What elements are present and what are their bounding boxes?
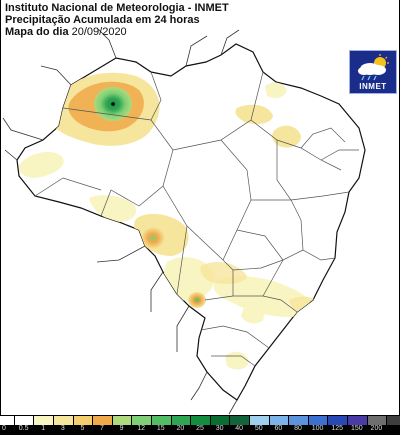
- legend-label: 12: [137, 425, 146, 432]
- legend-label: 30: [215, 425, 224, 432]
- legend-swatch: [13, 416, 34, 425]
- legend-label: 3: [60, 425, 65, 432]
- map-title: Precipitação Acumulada em 24 horas: [5, 14, 200, 26]
- precipitation-legend: 0 0.5 1 3 5 7 9 12 15 20 25 30 40 50 60 80 100 125 150 200: [0, 415, 400, 435]
- rain-spot-mato-grosso-sul: [188, 292, 206, 308]
- legend-swatch: [209, 416, 230, 425]
- rain-area-west-amazon: [18, 151, 64, 178]
- map-date: 20/09/2020: [71, 26, 127, 38]
- legend-swatch: [268, 416, 289, 425]
- legend-swatch: [0, 416, 14, 425]
- legend-label: 5: [80, 425, 85, 432]
- legend-swatch: [307, 416, 328, 425]
- rain-area-maranhao: [272, 125, 301, 148]
- rain-area-parana: [241, 303, 264, 324]
- legend-swatch: [347, 416, 367, 425]
- legend-swatch: [190, 416, 210, 425]
- logo-text: INMET: [359, 82, 387, 91]
- legend-swatch: [366, 416, 387, 425]
- country-borders: [2, 27, 240, 415]
- rain-area-goias: [200, 261, 247, 284]
- date-label: Mapa do dia: [5, 26, 69, 38]
- legend-swatch: [111, 416, 132, 425]
- rain-area-sao-paulo: [213, 276, 311, 318]
- legend-swatch: [249, 416, 269, 425]
- legend-label: 0: [2, 425, 6, 432]
- legend-swatch: [72, 416, 93, 425]
- legend-label: 7: [100, 425, 104, 432]
- cloud-sun-rain-icon: [358, 54, 389, 81]
- legend-swatch: [151, 416, 171, 425]
- legend-swatch: [170, 416, 191, 425]
- state-borders: [34, 71, 359, 367]
- institute-title: Instituto Nacional de Meteorologia - INM…: [5, 2, 229, 14]
- precipitation-fields: [18, 72, 319, 370]
- legend-swatch: [53, 416, 73, 425]
- legend-label: 1: [41, 425, 46, 432]
- legend-swatch: [288, 416, 308, 425]
- brazil-precipitation-map: [2, 27, 366, 415]
- legend-swatch: [131, 416, 151, 425]
- legend-label: 50: [254, 425, 263, 432]
- legend-label: 125: [331, 425, 344, 432]
- capital-marker: [111, 102, 115, 106]
- rain-area-amapa: [265, 82, 287, 98]
- map-header: Instituto Nacional de Meteorologia - INM…: [5, 2, 229, 38]
- legend-label: 0.5: [18, 425, 29, 432]
- legend-label: 15: [156, 425, 165, 432]
- legend-swatch: [33, 416, 53, 425]
- legend-label: 150: [350, 425, 363, 432]
- map-panel: Instituto Nacional de Meteorologia - INM…: [1, 0, 399, 415]
- legend-label: 40: [235, 425, 244, 432]
- map-date-line: Mapa do dia 20/09/2020: [5, 26, 229, 38]
- legend-label: 9: [119, 425, 124, 432]
- legend-label: 80: [294, 425, 302, 432]
- rain-core-rondonia: [141, 227, 165, 249]
- legend-swatch: [92, 416, 112, 425]
- legend-swatch: [229, 416, 249, 425]
- legend-label: 20: [176, 425, 185, 432]
- rain-area-para-north: [235, 104, 273, 124]
- legend-label: 25: [196, 425, 204, 432]
- legend-label: 60: [274, 425, 283, 432]
- rain-area-acre-rondonia: [89, 195, 137, 222]
- legend-swatch: [327, 416, 347, 425]
- legend-label: 100: [311, 425, 324, 432]
- legend-swatch: [386, 416, 400, 425]
- inmet-logo: INMET: [349, 50, 397, 94]
- legend-label: 200: [370, 425, 383, 432]
